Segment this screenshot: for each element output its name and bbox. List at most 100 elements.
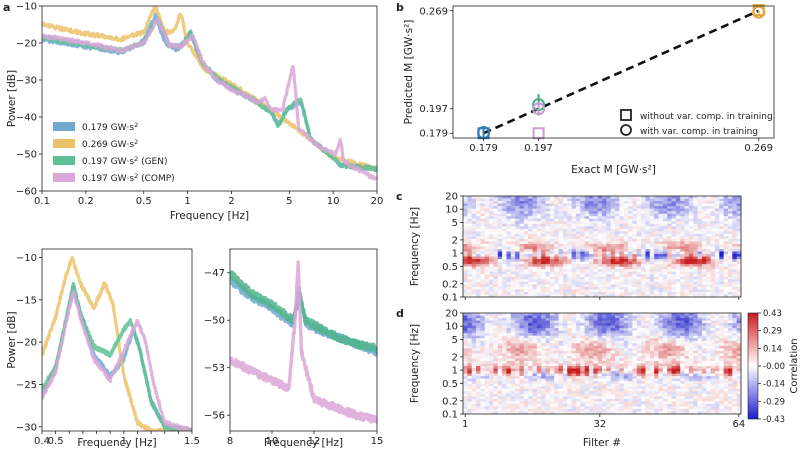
- heatmap-cell: [463, 259, 468, 263]
- heatmap-cell: [602, 249, 607, 252]
- heatmap-cell: [593, 251, 599, 255]
- heatmap-cell: [706, 363, 711, 367]
- heatmap-cell: [632, 206, 638, 210]
- heatmap-cell: [671, 276, 677, 280]
- heatmap-cell: [710, 315, 716, 319]
- heatmap-cell: [593, 208, 599, 212]
- heatmap-cell: [476, 291, 481, 295]
- heatmap-cell: [476, 241, 481, 245]
- heatmap-cell: [723, 256, 729, 260]
- heatmap-cell: [649, 373, 655, 377]
- heatmap-cell: [506, 276, 512, 280]
- heatmap-cell: [680, 323, 685, 327]
- heatmap-cell: [523, 340, 529, 344]
- heatmap-cell: [636, 325, 642, 329]
- heatmap-cell: [471, 279, 477, 283]
- heatmap-cell: [684, 231, 690, 235]
- heatmap-cell: [584, 264, 590, 268]
- heatmap-cell: [675, 371, 681, 374]
- heatmap-cell: [506, 249, 512, 252]
- heatmap-cell: [623, 381, 629, 385]
- heatmap-cell: [636, 315, 642, 319]
- heatmap-cell: [532, 328, 538, 332]
- heatmap-cell: [688, 243, 694, 247]
- heatmap-cell: [463, 241, 468, 245]
- heatmap-cell: [658, 238, 664, 242]
- heatmap-cell: [536, 276, 542, 280]
- heatmap-cell: [662, 238, 668, 242]
- heatmap-cell: [575, 401, 581, 405]
- heatmap-cell: [523, 274, 529, 278]
- heatmap-cell: [467, 201, 473, 204]
- heatmap-cell: [532, 325, 538, 329]
- heatmap-cell: [580, 233, 586, 237]
- heatmap-cell: [619, 236, 625, 240]
- heatmap-cell: [723, 330, 729, 334]
- heatmap-cell: [510, 350, 516, 354]
- heatmap-cell: [615, 363, 620, 367]
- heatmap-cell: [575, 323, 581, 327]
- heatmap-cell: [710, 256, 716, 260]
- heatmap-cell: [680, 378, 685, 382]
- heatmap-cell: [641, 386, 646, 390]
- heatmap-cell: [736, 318, 742, 321]
- heatmap-cell: [671, 231, 677, 235]
- heatmap-cell: [549, 294, 555, 298]
- heatmap-cell: [502, 313, 507, 316]
- heatmap-cell: [510, 328, 516, 332]
- heatmap-cell: [680, 249, 685, 252]
- heatmap-cell: [697, 223, 703, 227]
- heatmap-cell: [736, 228, 742, 232]
- heatmap-cell: [628, 243, 633, 247]
- heatmap-cell: [602, 388, 607, 392]
- heatmap-cell: [562, 398, 568, 402]
- heatmap-cell: [575, 398, 581, 402]
- heatmap-cell: [662, 198, 668, 202]
- heatmap-cell: [558, 228, 564, 232]
- heatmap-cell: [706, 243, 711, 247]
- heatmap-cell: [554, 246, 559, 250]
- heatmap-cell: [688, 218, 694, 222]
- heatmap-cell: [632, 213, 638, 217]
- heatmap-cell: [575, 269, 581, 273]
- heatmap-cell: [562, 291, 568, 295]
- heatmap-cell: [636, 208, 642, 212]
- heatmap-cell: [619, 353, 625, 357]
- heatmap-cell: [732, 218, 738, 222]
- heatmap-cell: [545, 264, 551, 268]
- heatmap-cell: [732, 276, 738, 280]
- heatmap-cell: [706, 330, 711, 334]
- heatmap-cell: [541, 371, 546, 374]
- heatmap-cell: [654, 281, 659, 285]
- heatmap-cell: [571, 393, 577, 397]
- heatmap-cell: [545, 276, 551, 280]
- heatmap-cell: [641, 218, 646, 222]
- heatmap-cell: [719, 218, 725, 222]
- heatmap-cell: [545, 323, 551, 327]
- heatmap-cell: [471, 383, 477, 387]
- heatmap-cell: [632, 320, 638, 324]
- heatmap-cell: [671, 261, 677, 265]
- heatmap-cell: [658, 398, 664, 402]
- heatmap-cell: [671, 325, 677, 329]
- heatmap-cell: [645, 325, 651, 329]
- heatmap-cell: [545, 196, 551, 199]
- heatmap-cell: [628, 279, 633, 283]
- heatmap-cell: [593, 368, 599, 372]
- heatmap-cell: [532, 203, 538, 207]
- heatmap-cell: [632, 241, 638, 245]
- heatmap-cell: [671, 236, 677, 240]
- heatmap-cell: [588, 353, 594, 357]
- heatmap-cell: [571, 383, 577, 387]
- heatmap-cell: [727, 274, 733, 278]
- heatmap-cell: [536, 401, 542, 405]
- heatmap-cell: [463, 355, 468, 359]
- heatmap-cell: [571, 196, 577, 199]
- heatmap-cell: [641, 271, 646, 275]
- heatmap-cell: [575, 216, 581, 220]
- heatmap-cell: [667, 353, 672, 357]
- heatmap-cell: [714, 281, 720, 285]
- heatmap-cell: [532, 281, 538, 285]
- heatmap-cell: [736, 256, 742, 260]
- heatmap-cell: [532, 246, 538, 250]
